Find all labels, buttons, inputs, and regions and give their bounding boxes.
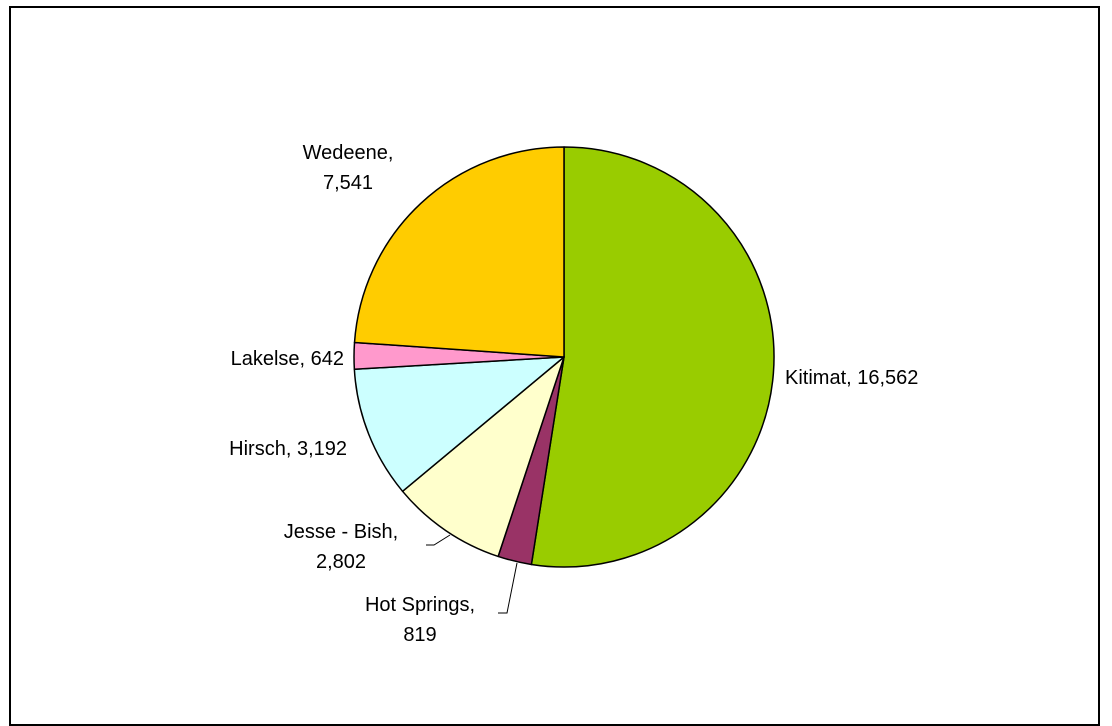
slice-jesse-bish — [401, 356, 565, 558]
data-label-lakelse: Lakelse, 642 — [231, 348, 344, 370]
data-label-wedeene-line1: Wedeene, — [303, 142, 394, 164]
slice-hirsch — [353, 356, 565, 493]
leader-line-hot-springs — [498, 562, 518, 614]
data-label-jesse-bish-line1: Jesse - Bish, — [284, 521, 398, 543]
slice-labels: Kitimat, 16,562 Hot Springs, 819 Jesse - Bi… — [229, 142, 918, 646]
data-label-jesse-bish-line2: 2,802 — [316, 551, 366, 573]
leader-lines — [426, 534, 518, 614]
data-label-wedeene-line2: 7,541 — [323, 172, 373, 194]
pie-slices — [353, 146, 775, 568]
data-label-kitimat: Kitimat, 16,562 — [785, 367, 918, 389]
data-label-hirsch: Hirsch, 3,192 — [229, 438, 347, 460]
data-label-hot-springs-line1: Hot Springs, — [365, 594, 475, 616]
leader-line-jesse-bish — [426, 534, 451, 546]
slice-kitimat — [530, 146, 775, 568]
pie-chart: Kitimat, 16,562 Hot Springs, 819 Jesse - Bi… — [229, 142, 918, 646]
slice-wedeene — [353, 146, 565, 358]
data-label-hot-springs-line2: 819 — [403, 624, 436, 646]
